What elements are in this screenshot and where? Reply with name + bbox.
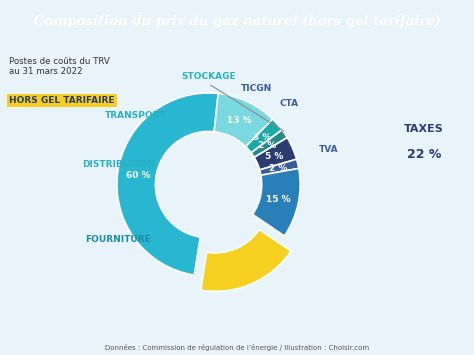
Wedge shape [214,93,273,147]
Text: DISTRIBUTION: DISTRIBUTION [82,160,155,169]
Text: HORS GEL TARIFAIRE: HORS GEL TARIFAIRE [9,96,115,105]
Text: 5 %: 5 % [264,152,283,161]
Text: TICGN: TICGN [241,84,272,93]
Wedge shape [201,230,291,291]
Wedge shape [253,168,300,236]
Text: Données : Commission de régulation de l’énergie / Illustration : Choisir.com: Données : Commission de régulation de l’… [105,344,369,351]
Text: 2 %: 2 % [269,164,287,173]
Text: TAXES: TAXES [404,124,444,134]
Wedge shape [260,159,299,175]
Text: TRANSPORT: TRANSPORT [105,111,166,120]
Text: TVA: TVA [319,145,338,154]
Text: Postes de coûts du TRV
au 31 mars 2022: Postes de coûts du TRV au 31 mars 2022 [9,57,110,76]
Wedge shape [251,130,287,157]
Text: 2 %: 2 % [258,141,277,149]
Text: Composition du prix du gaz naturel (hors gel tarifaire): Composition du prix du gaz naturel (hors… [34,15,440,28]
Text: 3 %: 3 % [253,133,271,142]
Wedge shape [254,138,297,170]
Text: FOURNITURE: FOURNITURE [85,235,151,244]
Text: CTA: CTA [280,99,299,109]
Wedge shape [117,93,218,275]
Text: 60 %: 60 % [126,171,150,180]
Wedge shape [246,119,282,153]
Text: 22 %: 22 % [407,148,441,161]
Text: 15 %: 15 % [266,195,291,204]
Text: STOCKAGE: STOCKAGE [181,72,236,81]
Text: 13 %: 13 % [227,116,251,125]
